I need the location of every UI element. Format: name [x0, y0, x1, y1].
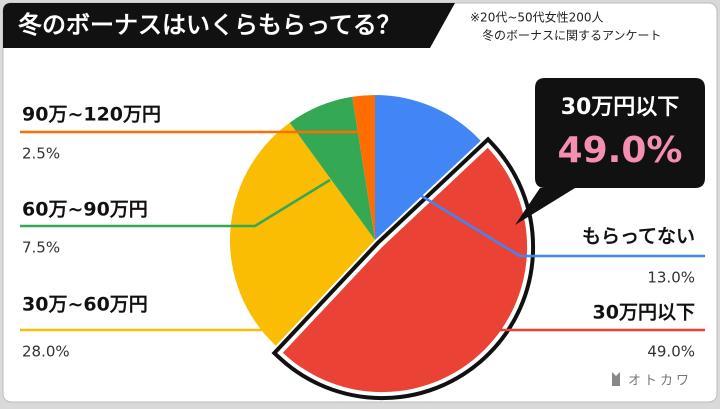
value-label: 2.5%: [22, 145, 60, 163]
slice: [229, 122, 375, 346]
callout-label: 30万円以下: [561, 95, 680, 120]
category-label: 60万~90万円: [22, 199, 148, 221]
labels: もらってない 13.0% 30万円以下 49.0% 30万~60万円 28.0% 60万~9…: [20, 104, 705, 361]
slice: [375, 95, 481, 240]
slice: [282, 147, 528, 393]
value-label: 13.0%: [647, 269, 695, 287]
chart-title: 冬のボーナスはいくらもらってる？: [18, 11, 401, 39]
value-label: 28.0%: [22, 343, 70, 361]
callout-bubble: [515, 78, 705, 225]
note: 冬のボーナスに関するアンケート: [482, 28, 662, 43]
brand: オトカワ: [628, 374, 692, 389]
category-label: 30万~60万円: [22, 294, 148, 316]
callout-value: 49.0%: [558, 130, 683, 171]
leader-line: [20, 178, 331, 228]
note: ※20代~50代女性200人: [470, 10, 604, 25]
value-label: 7.5%: [22, 239, 60, 257]
value-label: 49.0%: [647, 343, 695, 361]
leader-line: [419, 193, 705, 258]
category-label: 90万~120万円: [22, 104, 161, 126]
title-banner: [3, 3, 455, 48]
category-label: もらってない: [582, 226, 695, 248]
logo-icon: [612, 372, 620, 386]
category-label: 30万円以下: [593, 302, 695, 324]
